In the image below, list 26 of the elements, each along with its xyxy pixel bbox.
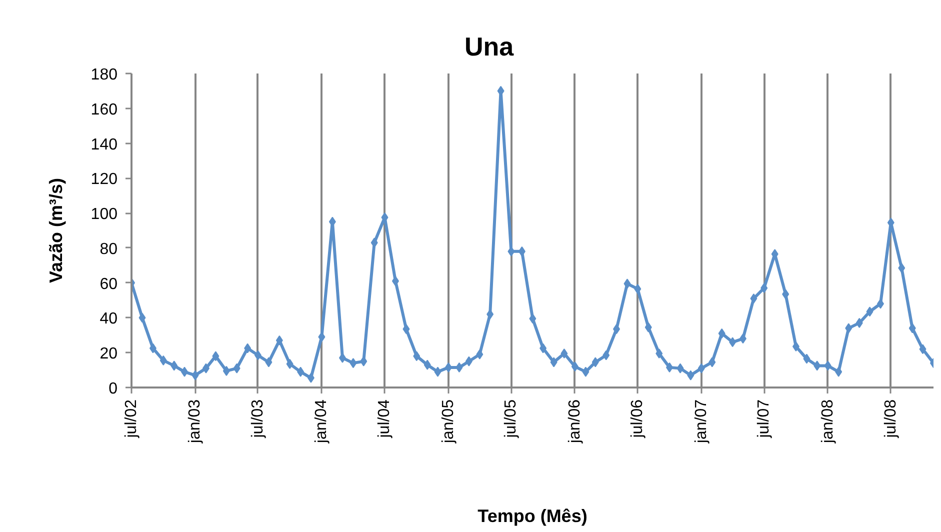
x-tick-label: jul/03 (249, 399, 266, 439)
x-tick-label: jul/04 (376, 399, 394, 439)
y-tick-label: 80 (100, 240, 118, 258)
y-tick-label: 60 (100, 276, 118, 293)
x-tick-label: jan/07 (692, 399, 710, 444)
x-tick-label: jul/08 (882, 399, 900, 439)
x-tick-label: jan/08 (819, 399, 836, 444)
y-tick-label: 140 (90, 136, 118, 154)
y-tick-label: 120 (90, 171, 118, 188)
x-tick-label: jul/02 (123, 399, 140, 439)
x-tick-label: jan/05 (440, 399, 457, 444)
x-tick-label: jan/03 (186, 399, 204, 444)
y-tick-label: 100 (90, 206, 118, 224)
chart-title: Una (464, 32, 514, 62)
x-tick-label: jul/05 (502, 399, 520, 439)
y-tick-label: 0 (108, 380, 118, 398)
y-tick-label: 160 (90, 101, 118, 118)
x-tick-label: jul/07 (756, 399, 773, 439)
y-axis-title: Vazão (m³/s) (46, 178, 66, 284)
x-axis-title: Tempo (Mês) (478, 506, 588, 526)
y-tick-label: 20 (100, 346, 118, 363)
y-tick-label: 180 (90, 66, 118, 84)
x-tick-label: jul/06 (629, 399, 646, 439)
x-tick-label: jan/04 (313, 399, 330, 444)
x-tick-label: jan/06 (566, 399, 584, 444)
y-tick-label: 40 (100, 310, 118, 328)
